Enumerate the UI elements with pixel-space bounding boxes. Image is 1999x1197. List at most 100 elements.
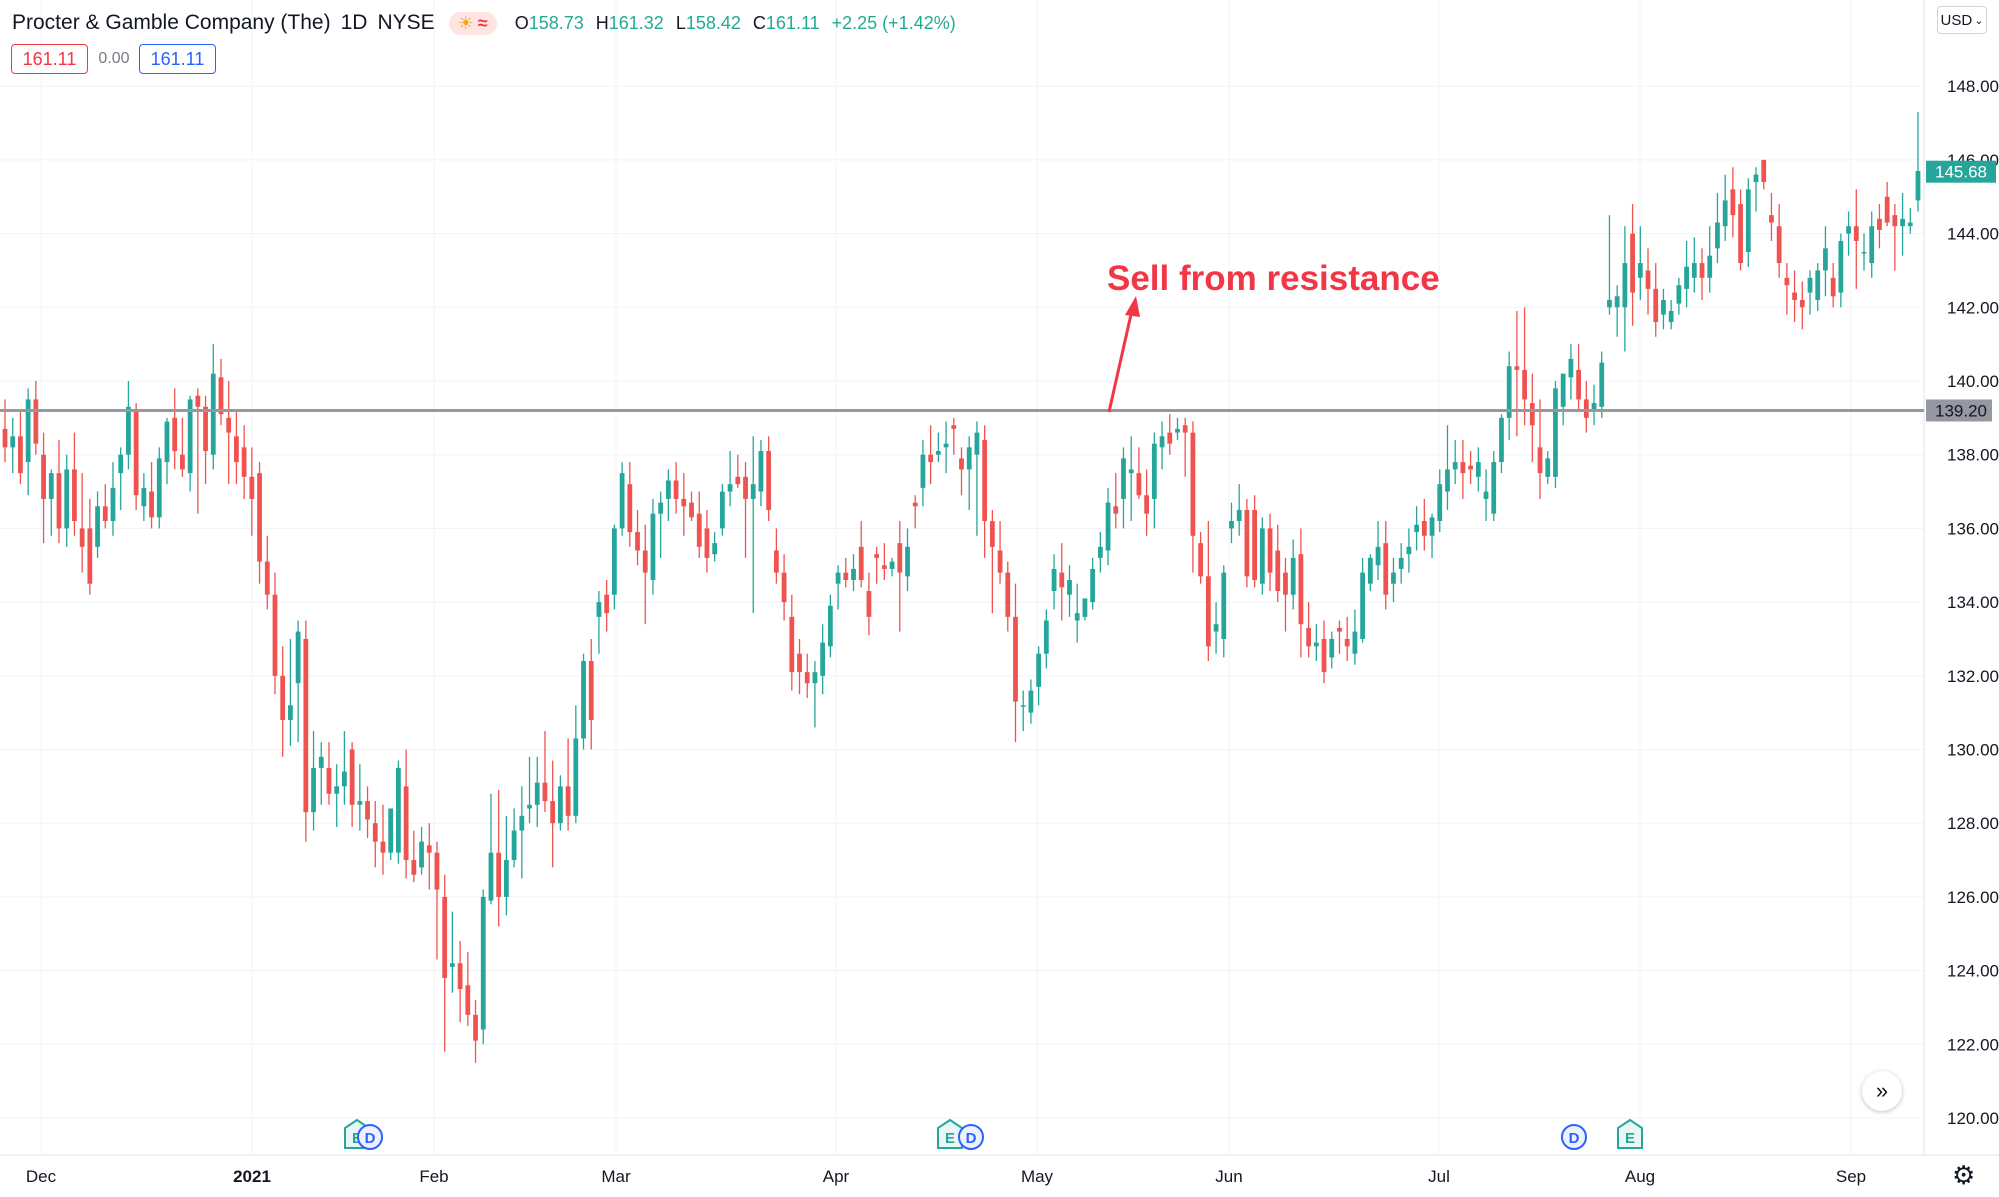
candle-body (1661, 299, 1666, 315)
scroll-to-realtime-button[interactable]: » (1862, 1071, 1902, 1111)
candle-body (858, 546, 864, 580)
market-status-badge[interactable]: ☀ ≈ (448, 11, 497, 35)
candle (1013, 583, 1018, 743)
x-tick-label: May (1021, 1167, 1054, 1186)
candle (1128, 436, 1134, 522)
candle (1499, 414, 1504, 474)
candle (473, 1000, 478, 1063)
candle (889, 557, 895, 577)
candle-body (1298, 554, 1304, 625)
candle (704, 509, 710, 573)
candle-body (1907, 222, 1913, 227)
candle (1730, 167, 1736, 238)
candle (1869, 211, 1875, 278)
candle (1067, 565, 1072, 617)
candle-body (912, 502, 918, 507)
low-value: 158.42 (685, 12, 741, 33)
candle-body (557, 786, 563, 824)
candle-body (743, 476, 748, 499)
candle-body (488, 852, 494, 901)
candle-body (1151, 443, 1157, 499)
candle-body (1321, 638, 1327, 673)
candle (496, 790, 502, 927)
candle (388, 808, 394, 861)
candle-body (681, 498, 687, 507)
buy-price-button[interactable]: 161.11 (139, 44, 216, 74)
candle-body (1175, 428, 1180, 433)
y-tick-label: 120.00 (1947, 1109, 1999, 1128)
earnings-badge-shape (937, 1118, 963, 1149)
earnings-event-marker: E (937, 1118, 963, 1149)
candle-body (1429, 517, 1435, 536)
candle (1429, 513, 1435, 558)
earnings-event-marker: E (1617, 1118, 1643, 1149)
sun-icon: ☀ (457, 12, 474, 33)
candle (1684, 240, 1689, 308)
candle-body (1252, 509, 1258, 580)
candle (1761, 159, 1767, 190)
candle (658, 491, 664, 558)
currency-selector[interactable]: USD ⌄ (1937, 6, 1987, 34)
candle-body (1722, 200, 1728, 227)
candle-body (2, 428, 8, 448)
candle (642, 524, 648, 625)
candle (1290, 539, 1296, 610)
candle (689, 491, 694, 522)
candle-body (596, 602, 602, 617)
gear-icon[interactable]: ⚙ (1952, 1160, 1976, 1190)
candle-body (1877, 218, 1882, 230)
candle-body (1067, 579, 1072, 595)
symbol-title[interactable]: Procter & Gamble Company (The) (12, 11, 331, 34)
time-axis[interactable]: Dec 2021 Feb Mar Apr May Jun Jul Aug Sep (26, 1167, 1866, 1186)
candle (1352, 609, 1358, 665)
candle (966, 436, 972, 510)
candle-body (1684, 266, 1689, 289)
candle-body (172, 417, 178, 452)
candle-body (989, 521, 995, 547)
candle (581, 653, 586, 750)
candle (311, 731, 316, 831)
candle (727, 451, 733, 507)
candle (133, 403, 139, 510)
candle-body (1437, 484, 1443, 522)
candle-body (820, 642, 826, 676)
candle (1468, 451, 1473, 485)
candle (673, 462, 679, 514)
candle (773, 528, 779, 584)
candle (812, 661, 818, 728)
candle (557, 775, 563, 831)
candle (234, 410, 239, 485)
candle (858, 521, 864, 588)
candle (1599, 351, 1605, 418)
candle-body (951, 425, 957, 429)
candle (1398, 543, 1404, 584)
candle-body (1799, 299, 1805, 308)
x-tick-label: Feb (419, 1167, 448, 1186)
price-axis[interactable]: 120.00 122.00 124.00 126.00 128.00 130.00 132.… (1947, 77, 1999, 1128)
candle (789, 594, 795, 691)
candle-body (1236, 509, 1242, 522)
candle (372, 801, 378, 868)
candle (1259, 517, 1265, 595)
sell-price-button[interactable]: 161.11 (11, 44, 88, 74)
candle-body (1483, 491, 1489, 499)
candle (527, 756, 532, 824)
candle-body (1082, 598, 1088, 617)
candle (827, 594, 833, 658)
last-price-label-text: 145.68 (1935, 163, 1987, 182)
last-price-label-bg (1926, 160, 1996, 183)
interval-label[interactable]: 1D (340, 11, 368, 34)
candle (1144, 469, 1150, 536)
candle (1229, 502, 1234, 544)
spread-value: 0.00 (98, 50, 130, 67)
candle-body (966, 447, 972, 470)
candle (596, 591, 602, 654)
ohlc-values: O158.73 H161.32 L158.42 C161.11 +2.25 (+… (515, 13, 956, 34)
candle-body (249, 476, 255, 499)
candle (1661, 288, 1666, 330)
candle-body (226, 417, 232, 433)
candle-body (295, 631, 301, 684)
candle-body (1468, 465, 1473, 470)
candle-body (1128, 469, 1134, 474)
